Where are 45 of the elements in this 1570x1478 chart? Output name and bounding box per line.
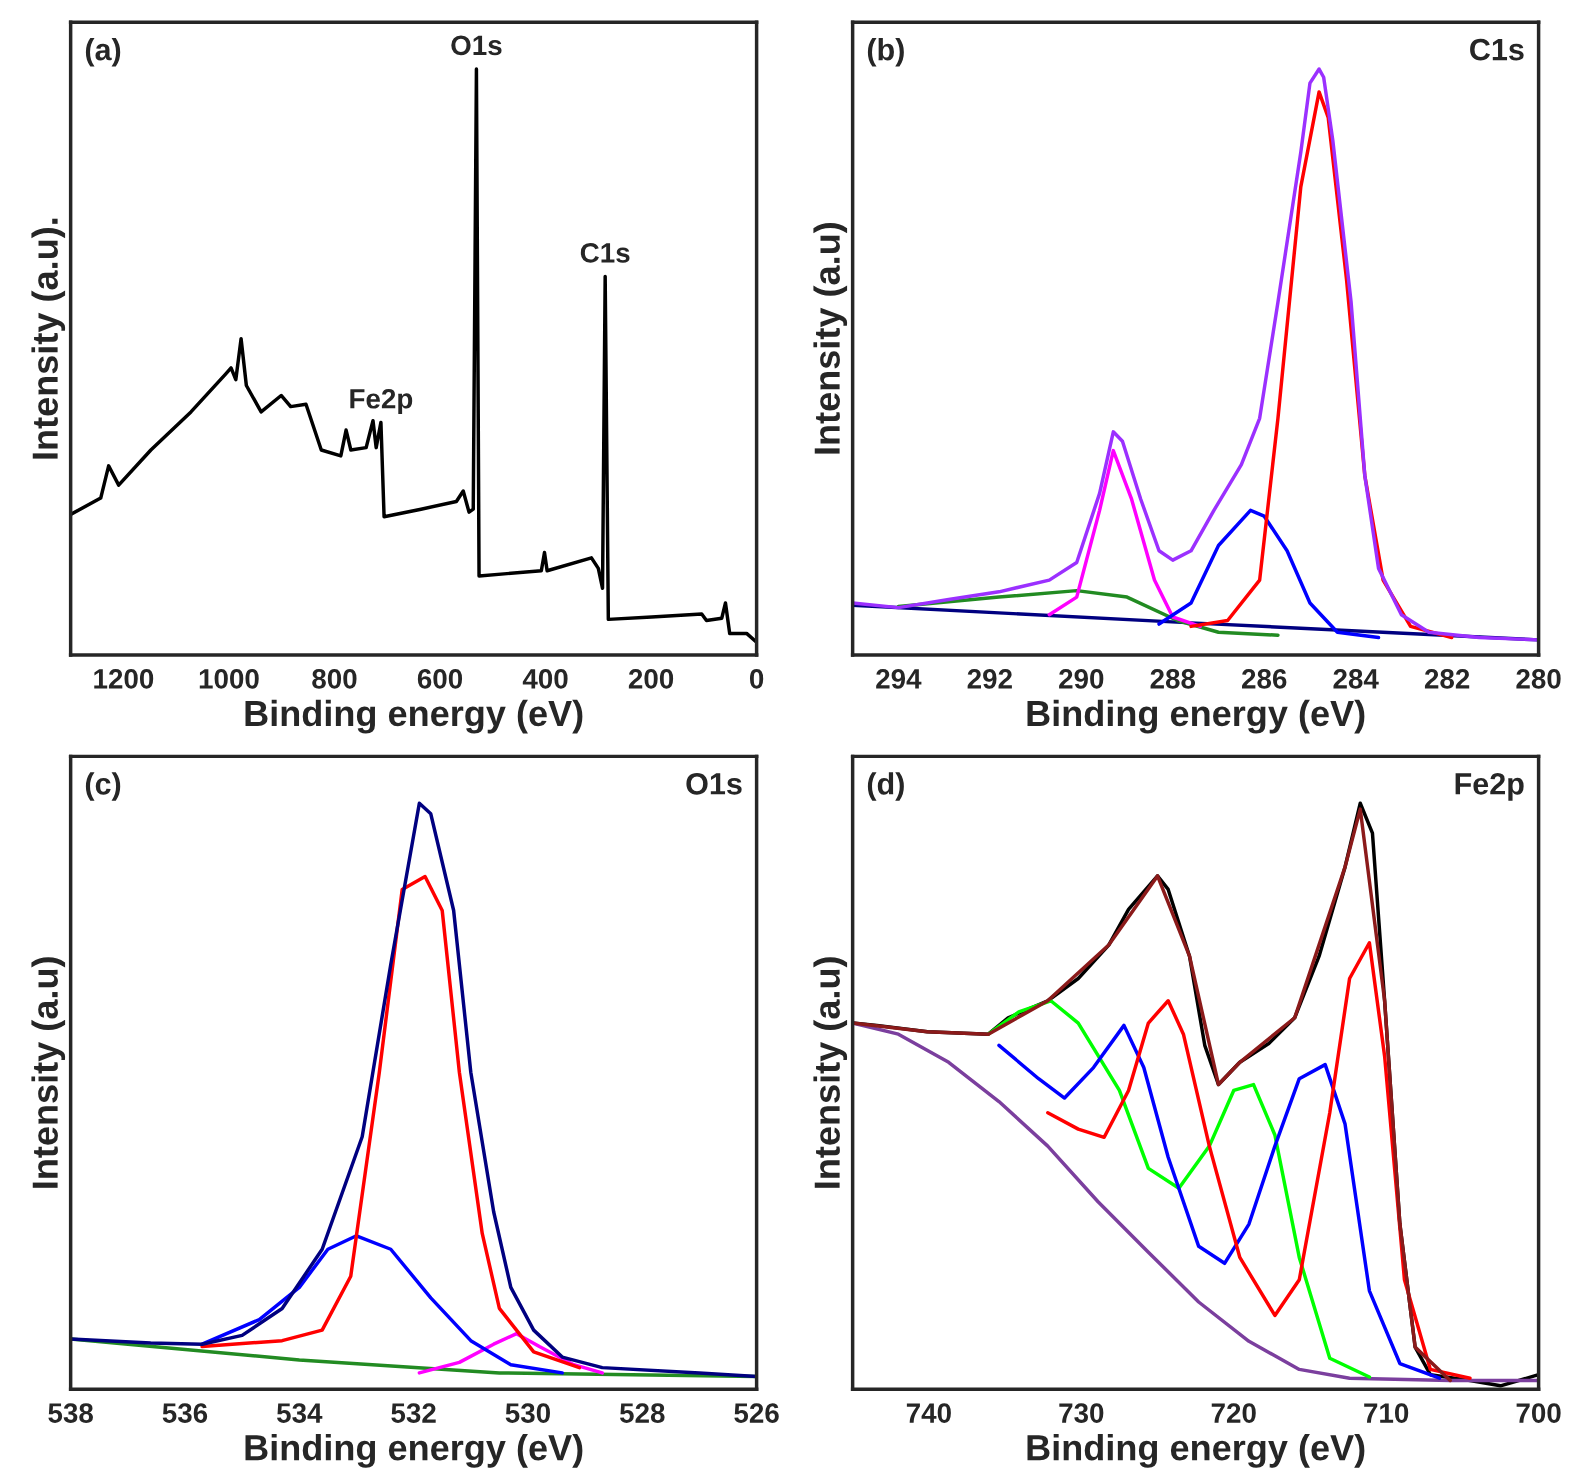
x-tick-label: 526 xyxy=(734,1403,779,1423)
x-tick-label: 1000 xyxy=(199,669,259,689)
x-tick-label: 534 xyxy=(276,1403,323,1423)
x-tick-label: 800 xyxy=(312,669,357,689)
x-tick-label: 710 xyxy=(1364,1403,1409,1423)
x-tick-label: 700 xyxy=(1516,1403,1561,1423)
x-tick-label: 288 xyxy=(1150,669,1196,689)
x-tick-label: 528 xyxy=(619,1403,665,1423)
text: (c) xyxy=(85,772,121,801)
text: (a) xyxy=(85,37,121,67)
y-axis-title: Intensity (a.u) xyxy=(813,957,848,1188)
x-tick-label: 200 xyxy=(628,669,674,689)
x-axis-title: Binding energy (eV) xyxy=(245,699,583,734)
text: (d) xyxy=(867,772,904,801)
x-tick-label: 284 xyxy=(1333,669,1379,689)
x-tick-label: 286 xyxy=(1242,669,1287,689)
x-tick-label: 400 xyxy=(522,669,568,689)
x-tick-label: 532 xyxy=(391,1403,436,1423)
x-tick-label: 740 xyxy=(906,1403,951,1423)
x-tick-label: 290 xyxy=(1059,669,1104,689)
x-tick-label: 536 xyxy=(162,1403,208,1423)
x-axis-title: Binding energy (eV) xyxy=(1027,699,1365,734)
x-tick-label: 730 xyxy=(1059,1403,1104,1423)
text: (b) xyxy=(867,37,904,67)
x-tick-label: 292 xyxy=(967,669,1012,689)
annotation: O1s xyxy=(451,35,502,56)
text: Fe2p xyxy=(1455,773,1524,801)
y-axis-title: Intensity (a.u) xyxy=(813,223,848,454)
y-axis-title: Intensity (a.u) xyxy=(31,957,66,1188)
x-tick-label: 538 xyxy=(48,1403,93,1423)
x-axis-title: Binding energy (eV) xyxy=(1027,1433,1365,1468)
x-tick-label: 600 xyxy=(417,669,463,689)
x-tick-label: 294 xyxy=(876,669,922,689)
text: O1s xyxy=(686,773,742,795)
x-tick-label: 0 xyxy=(749,669,764,689)
annotation: Fe2p xyxy=(350,388,413,415)
annotation: C1s xyxy=(580,243,630,263)
x-tick-label: 530 xyxy=(505,1403,550,1423)
x-tick-label: 282 xyxy=(1424,669,1470,689)
x-tick-label: 1200 xyxy=(94,669,154,689)
x-tick-label: 280 xyxy=(1516,669,1561,689)
x-axis-title: Binding energy (eV) xyxy=(245,1433,583,1468)
y-axis-title: Intensity (a.u). xyxy=(31,218,66,459)
text: C1s xyxy=(1470,38,1524,61)
x-tick-label: 720 xyxy=(1211,1403,1256,1423)
